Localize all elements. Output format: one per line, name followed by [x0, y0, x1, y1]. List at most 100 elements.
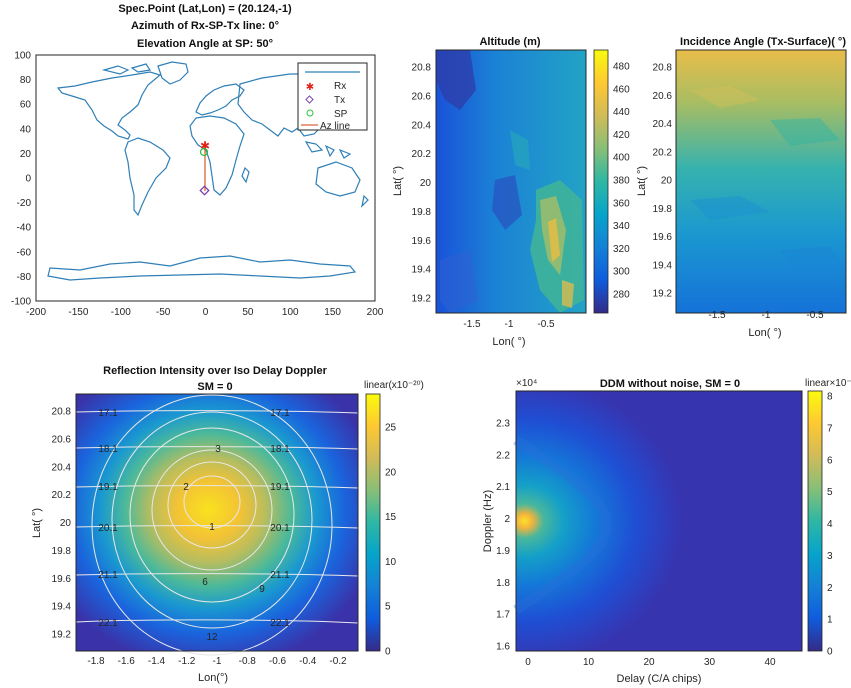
reflection-xticks: -1.8 -1.6 -1.4 -1.2 -1 -0.8 -0.6 -0.4 -0.2 — [87, 656, 347, 667]
incidence-yticks: 20.8 20.6 20.4 20.2 20 19.8 19.6 19.4 19.2 — [653, 63, 673, 300]
doppler-contour-labels: 17.1 17.1 18.1 18.1 19.1 19.1 20.1 20.1 21.1 21.1… — [98, 408, 290, 629]
reflection-ytick: 20 — [60, 518, 72, 529]
doppler-contour-label: 19.1 — [98, 482, 118, 493]
new-zealand — [361, 194, 369, 208]
altitude-colorbar-tick: 320 — [613, 244, 630, 255]
altitude-colorbar — [593, 49, 609, 314]
altitude-colorbar-tick: 380 — [613, 176, 630, 187]
incidence-ytick: 20.8 — [653, 63, 673, 74]
southeast-asia-islands — [304, 141, 352, 159]
ddm-xticks: 0 10 20 30 40 — [525, 657, 776, 668]
ddm-colorbar-tick: 1 — [827, 615, 833, 626]
reflection-xtick: -0.6 — [269, 656, 287, 667]
world-map-ytick: 40 — [20, 124, 32, 135]
incidence-axes — [675, 49, 847, 314]
doppler-contour-label: 20.1 — [98, 523, 118, 534]
ddm-xtick: 30 — [704, 657, 716, 668]
altitude-axes — [435, 49, 587, 314]
reflection-ylabel: Lat( °) — [31, 508, 43, 538]
reflection-xlabel: Lon(°) — [198, 672, 228, 684]
altitude-ytick: 20.6 — [412, 91, 432, 102]
altitude-ytick: 19.2 — [412, 294, 432, 305]
altitude-ytick: 20.2 — [412, 149, 432, 160]
ddm-colorbar-tick: 3 — [827, 551, 833, 562]
ddm-colorbar-tick: 5 — [827, 487, 833, 498]
incidence-xtick: -1 — [762, 310, 771, 321]
altitude-colorbar-ticks: 480 460 440 420 400 380 360 340 320 300 280 — [613, 62, 630, 301]
reflection-xtick: -0.4 — [299, 656, 317, 667]
doppler-contour-label: 20.1 — [270, 523, 290, 534]
altitude-ytick: 19.4 — [412, 265, 432, 276]
ddm-xlabel: Delay (C/A chips) — [617, 673, 702, 685]
reflection-yticks: 20.8 20.6 20.4 20.2 20 19.8 19.6 19.4 19.2 — [52, 407, 72, 641]
europe-coast — [195, 83, 245, 116]
ddm-colorbar-label: linear×10⁻¹⁹ — [805, 378, 851, 389]
world-map-panel: Spec.Point (Lat,Lon) = (20.124,-1) Azimu… — [11, 3, 384, 318]
altitude-colorbar-tick: 460 — [613, 84, 630, 95]
north-america-coast — [56, 71, 162, 140]
sp-marker — [199, 147, 209, 157]
world-map-title-line3: Elevation Angle at SP: 50° — [137, 38, 273, 50]
world-map-xtick: -150 — [68, 307, 88, 318]
ddm-horseshoe — [513, 435, 612, 615]
incidence-ytick: 19.4 — [653, 260, 673, 271]
delay-contour-label: 1 — [209, 522, 215, 533]
ddm-ytick: 1.6 — [496, 642, 510, 653]
incidence-ytick: 19.6 — [653, 232, 673, 243]
altitude-terrain — [436, 50, 584, 313]
ddm-ytick: 2 — [504, 514, 510, 525]
reflection-heatmap — [76, 394, 358, 651]
world-map-xtick: 150 — [324, 307, 341, 318]
world-map-xtick: -200 — [26, 307, 46, 318]
ddm-colorbar-tick: 2 — [827, 583, 833, 594]
legend-rx-marker: ✱ — [306, 82, 314, 93]
doppler-contour-label: 19.1 — [270, 482, 290, 493]
altitude-xtick: -1.5 — [463, 319, 481, 330]
africa-coast — [189, 115, 245, 196]
incidence-xtick: -1.5 — [708, 310, 726, 321]
legend-sp-label: SP — [334, 109, 348, 120]
arctic-islands — [101, 63, 152, 75]
altitude-ytick: 20.4 — [412, 120, 432, 131]
world-map-xtick: -100 — [111, 307, 131, 318]
incidence-xlabel: Lon( °) — [748, 327, 781, 339]
world-map-yticks: -100 -80 -60 -40 -20 0 20 40 60 80 100 — [11, 51, 31, 308]
ddm-xtick: 0 — [525, 657, 531, 668]
ddm-colorbar-tick: 6 — [827, 455, 833, 466]
reflection-colorbar-label: linear(x10⁻²⁰) — [364, 380, 424, 391]
altitude-colorbar-tick: 400 — [613, 153, 630, 164]
altitude-colorbar-tick: 340 — [613, 221, 630, 232]
ddm-ylabel: Doppler (Hz) — [482, 490, 494, 552]
ddm-heatmap — [516, 391, 802, 651]
antarctica-coast — [47, 255, 357, 281]
delay-contour-label: 3 — [215, 444, 221, 455]
ddm-colorbar-tick: 7 — [827, 423, 833, 434]
doppler-contour-label: 17.1 — [270, 408, 290, 419]
reflection-colorbar — [365, 393, 381, 652]
reflection-xtick: -1.6 — [118, 656, 136, 667]
world-map-xtick: 100 — [282, 307, 299, 318]
altitude-ytick: 20 — [420, 178, 432, 189]
world-map-xtick: 50 — [242, 307, 254, 318]
world-map-ytick: 20 — [20, 149, 32, 160]
world-map-xtick: 0 — [203, 307, 209, 318]
altitude-xtick: -0.5 — [537, 319, 555, 330]
world-map-ytick: -40 — [17, 223, 32, 234]
world-map-ytick: 80 — [20, 75, 32, 86]
reflection-colorbar-tick: 5 — [385, 602, 391, 613]
incidence-xtick: -0.5 — [806, 310, 824, 321]
altitude-ytick: 20.8 — [412, 63, 432, 74]
reflection-axes — [75, 393, 359, 652]
incidence-texture — [690, 86, 846, 276]
altitude-colorbar-tick: 300 — [613, 267, 630, 278]
world-map-title-line2: Azimuth of Rx-SP-Tx line: 0° — [131, 20, 279, 32]
ddm-colorbar-tick: 8 — [827, 392, 833, 403]
reflection-panel: Reflection Intensity over Iso Delay Dopp… — [31, 365, 424, 684]
reflection-ytick: 20.6 — [52, 434, 72, 445]
rx-marker: ✱ — [200, 139, 210, 153]
ddm-ytick: 2.3 — [496, 419, 510, 430]
reflection-xtick: -1.8 — [87, 656, 105, 667]
altitude-xtick: -1 — [505, 319, 514, 330]
reflection-colorbar-tick: 15 — [385, 512, 397, 523]
